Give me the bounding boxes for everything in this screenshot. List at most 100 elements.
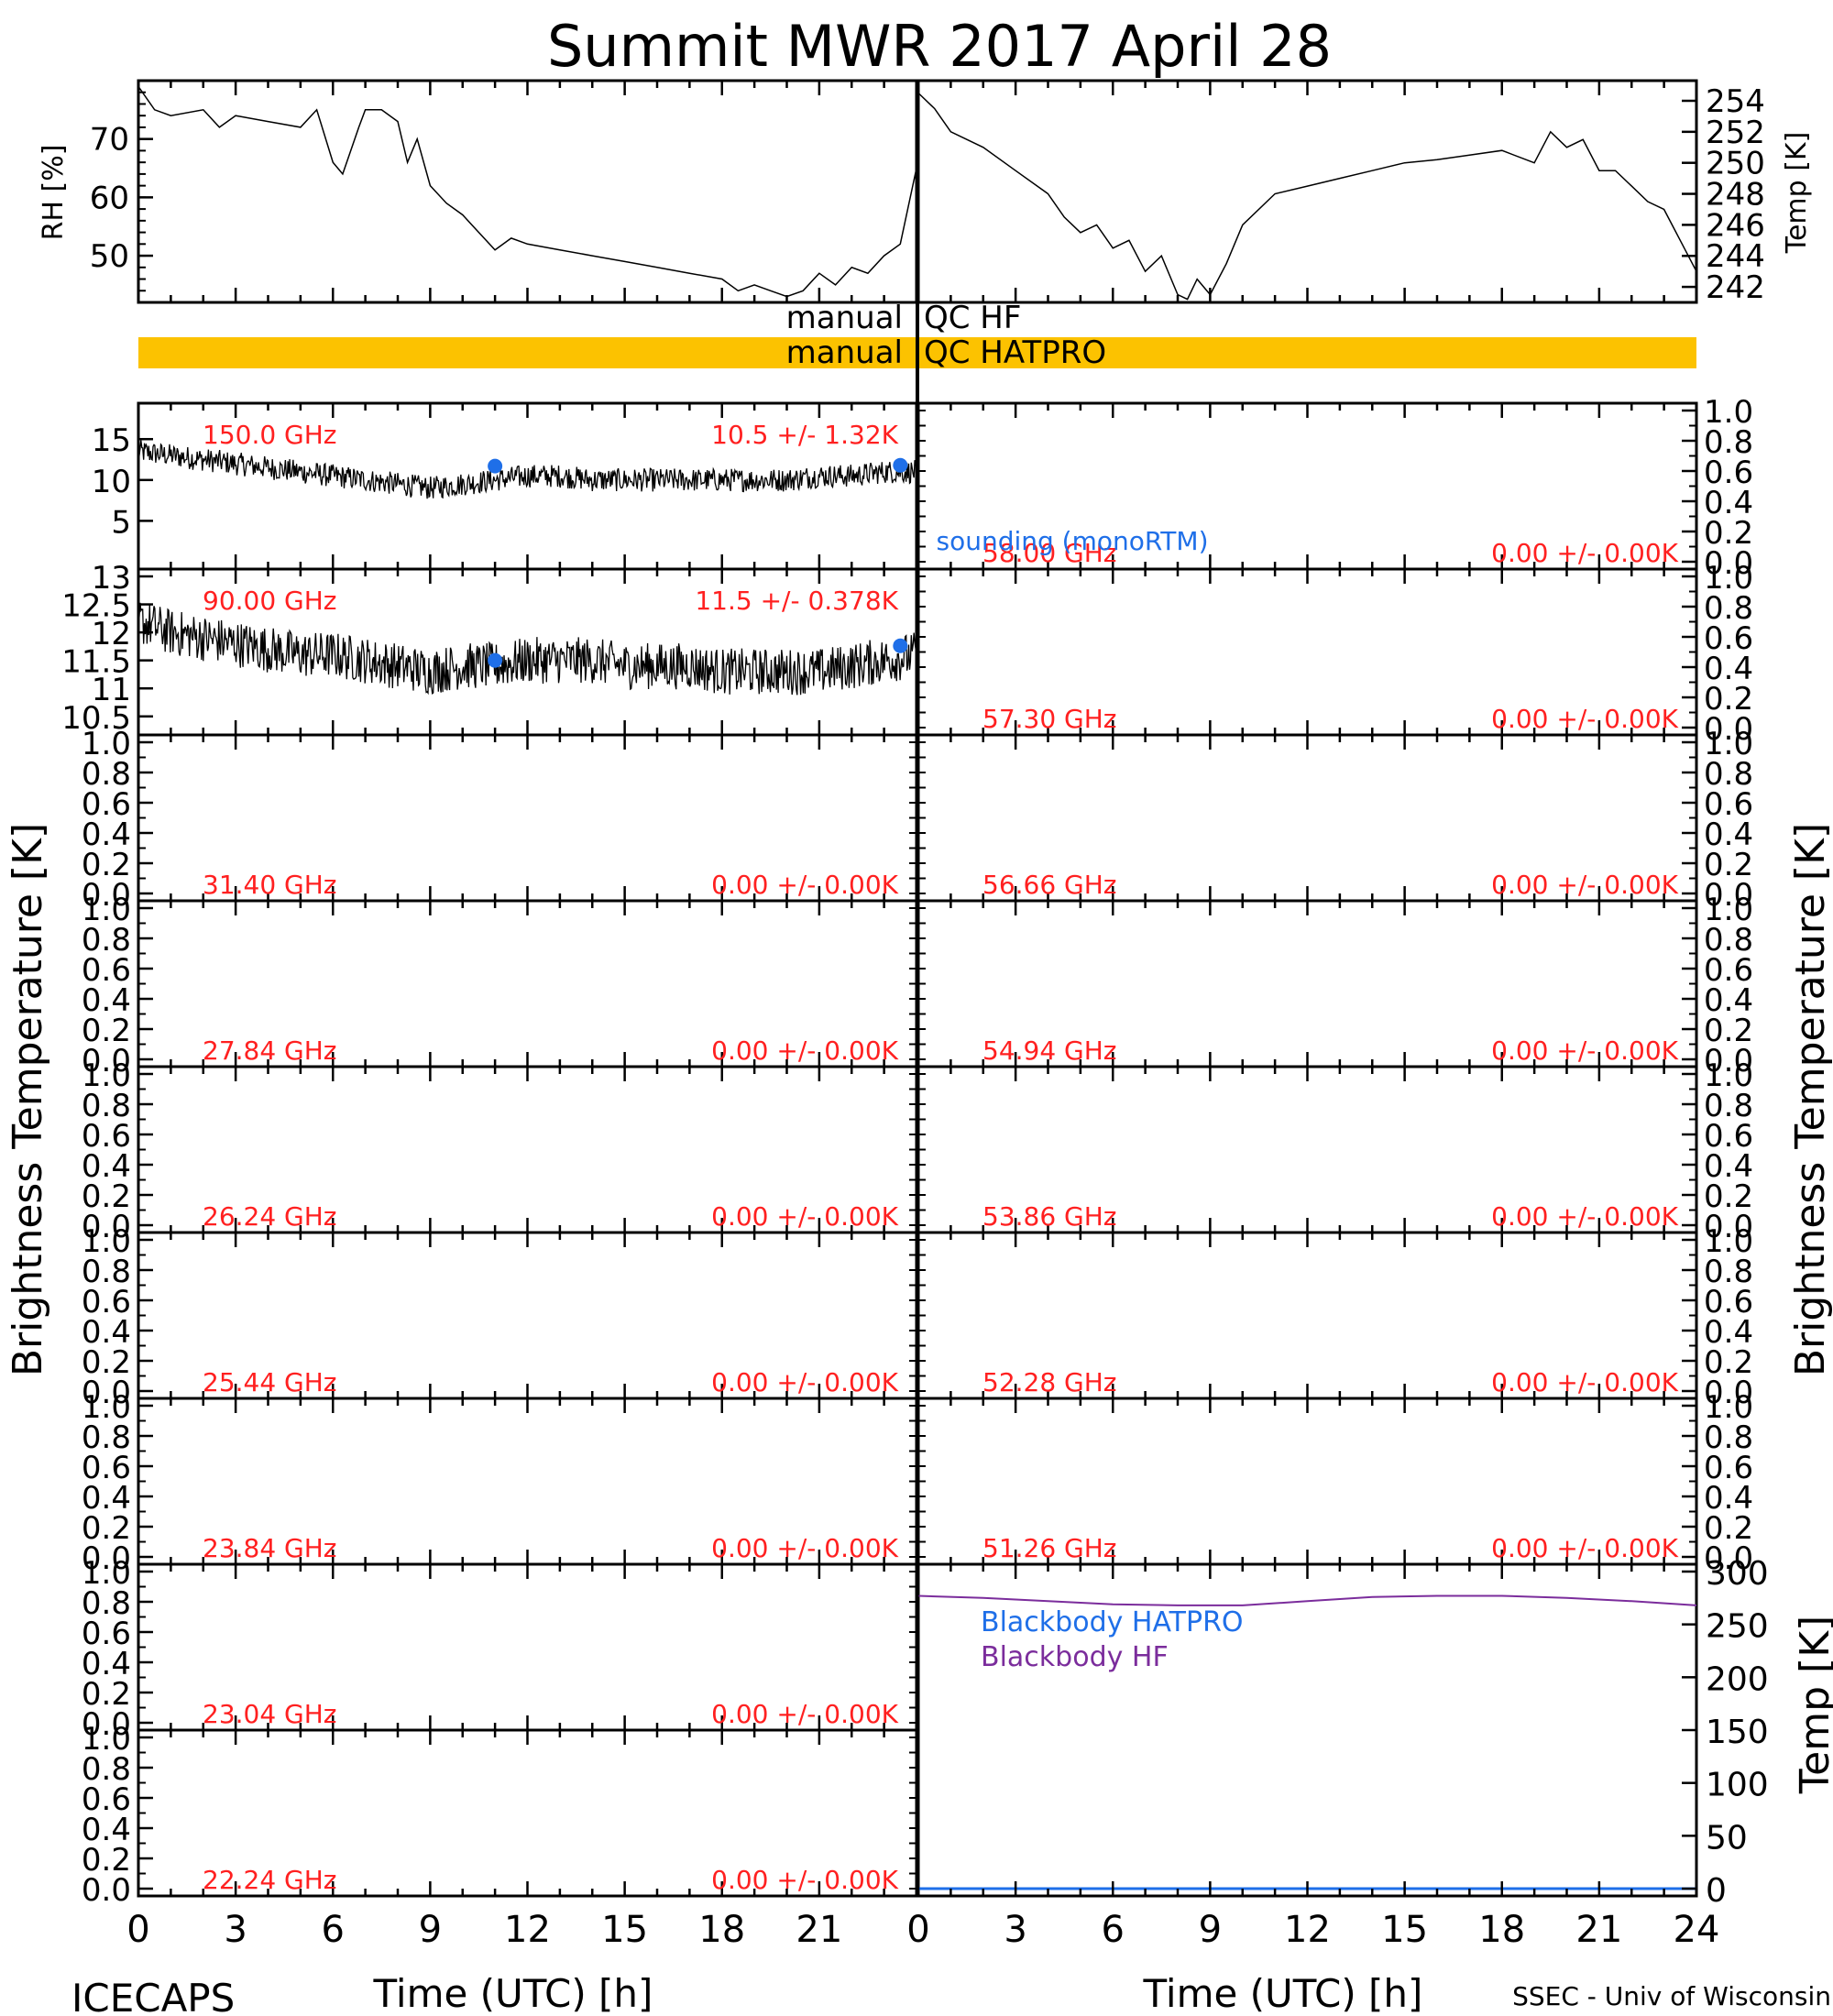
tb-y-tick-label: 0.0 <box>1704 1375 1753 1411</box>
tb-y-tick-label: 0.8 <box>1704 1088 1753 1124</box>
tb-y-tick-label: 0.2 <box>82 1178 131 1215</box>
blackbody-hf-line <box>917 1594 1697 1606</box>
tb-y-tick-label: 1.0 <box>1704 726 1753 762</box>
tb-y-tick-label: 0.4 <box>1704 1148 1753 1185</box>
bb-y-tick-label: 250 <box>1706 1608 1769 1646</box>
temp-y-tick-label: 254 <box>1706 83 1765 120</box>
x-tick-label: 3 <box>1004 1909 1026 1951</box>
legend-blackbody-hf: Blackbody HF <box>981 1641 1169 1673</box>
tb-panel-tb_2224: 0.00.20.40.60.81.0 0 3 6 9 12 15 18 21 22.24 GHz 0… <box>82 1721 918 1951</box>
ylabel-rh: RH [%] <box>38 145 70 241</box>
tb-y-tick-label: 0.4 <box>1704 982 1753 1019</box>
tb-y-tick-label: 1.0 <box>82 892 131 928</box>
ylabel-brightness-left: Brightness Temperature [K] <box>5 823 51 1376</box>
temp-y-tick-label: 242 <box>1706 269 1765 306</box>
x-tick-label: 6 <box>322 1909 345 1951</box>
tb-y-tick-label: 0.8 <box>1704 424 1753 461</box>
stats-label: 0.00 +/- 0.00K <box>1491 1035 1678 1066</box>
tb-y-tick-label: 1.0 <box>1704 394 1753 431</box>
tb-y-tick-label: 1.0 <box>1704 892 1753 928</box>
figure-title: Summit MWR 2017 April 28 <box>547 13 1332 80</box>
tb-y-tick-label: 0.4 <box>1704 485 1753 521</box>
bb-y-tick-label: 50 <box>1706 1819 1748 1857</box>
channel-label: 51.26 GHz <box>982 1533 1117 1563</box>
x-tick-label: 18 <box>1478 1909 1525 1951</box>
tb-y-tick-label: 0.0 <box>1704 545 1753 582</box>
tb-y-tick-label: 0.2 <box>82 847 131 883</box>
stats-label: 0.00 +/- 0.00K <box>1491 704 1678 734</box>
bb-y-tick-label: 200 <box>1706 1660 1769 1698</box>
tb-y-tick-label: 0.2 <box>1704 1510 1753 1547</box>
x-tick-label: 15 <box>1381 1909 1428 1951</box>
sounding-marker <box>488 458 503 474</box>
stats-label: 0.00 +/- 0.00K <box>711 1367 898 1397</box>
tb-y-tick-label: 0.8 <box>1704 590 1753 627</box>
sounding-legend: sounding (monoRTM) <box>937 526 1209 556</box>
bb-y-tick-label: 300 <box>1706 1555 1769 1593</box>
tb-y-tick-label: 0.8 <box>82 1585 131 1622</box>
bb-y-tick-label: 0 <box>1706 1872 1727 1910</box>
tb-y-tick-label: 0.6 <box>82 952 131 989</box>
tb-y-tick-label: 0.2 <box>82 1344 131 1381</box>
tb-y-tick-label: 0.8 <box>1704 1254 1753 1290</box>
tb-series-line <box>137 599 917 696</box>
stats-label: 0.00 +/- 0.00K <box>711 1201 898 1232</box>
tb-y-tick-label: 1.0 <box>1704 1057 1753 1094</box>
tb-y-tick-label: 15 <box>92 422 131 459</box>
tb-y-tick-label: 0.6 <box>82 1118 131 1155</box>
stats-label: 11.5 +/- 0.378K <box>695 586 898 616</box>
ylabel-bb-temp: Temp [K] <box>1792 1616 1833 1794</box>
tb-panel-tb_2544: 0.00.20.40.60.81.0 25.44 GHz 0.00 +/- 0.00… <box>82 1223 918 1411</box>
x-tick-label: 18 <box>698 1909 745 1951</box>
x-tick-label: 12 <box>1284 1909 1331 1951</box>
tb-y-tick-label: 0.2 <box>82 1510 131 1547</box>
tb-y-tick-label: 0.2 <box>82 1013 131 1049</box>
tb-y-tick-label: 0.6 <box>1704 455 1753 491</box>
tb-y-tick-label: 0.8 <box>82 1419 131 1456</box>
ylabel-temp: Temp [K] <box>1781 132 1813 255</box>
tb-y-tick-label: 0.4 <box>1704 1314 1753 1351</box>
x-tick-label: 3 <box>224 1909 247 1951</box>
tb-y-tick-label: 11.5 <box>61 644 131 681</box>
rh-panel: 50 60 70 <box>90 79 918 304</box>
temp-series-line <box>917 92 1697 301</box>
tb-y-tick-label: 0.4 <box>82 982 131 1019</box>
channel-label: 54.94 GHz <box>982 1035 1117 1066</box>
channel-label: 27.84 GHz <box>203 1035 337 1066</box>
stats-label: 0.00 +/- 0.00K <box>711 1533 898 1563</box>
tb-y-tick-label: 0.6 <box>82 1616 131 1652</box>
sounding-marker <box>893 638 908 653</box>
tb-y-tick-label: 1.0 <box>82 726 131 762</box>
rh-y-tick-label: 60 <box>90 180 129 216</box>
x-tick-label: 0 <box>906 1909 929 1951</box>
tb-y-tick-label: 0.8 <box>82 1751 131 1788</box>
tb-y-tick-label: 0.8 <box>1704 756 1753 793</box>
tb-panel-tb_58: 0.00.20.40.60.81.0 58.00 GHz 0.00 +/- 0.00… <box>916 394 1753 582</box>
tb-y-tick-label: 0.6 <box>1704 1450 1753 1486</box>
tb-y-tick-label: 12.5 <box>61 588 131 625</box>
temp-y-tick-label: 248 <box>1706 177 1765 214</box>
channel-label: 25.44 GHz <box>203 1367 337 1397</box>
temp-y-tick-label: 250 <box>1706 146 1765 182</box>
footer-left: ICECAPS <box>71 1976 235 2016</box>
temp-y-tick-label: 244 <box>1706 238 1765 275</box>
channel-label: 90.00 GHz <box>203 586 337 616</box>
tb-y-tick-label: 0.2 <box>1704 515 1753 552</box>
channel-label: 31.40 GHz <box>203 870 337 900</box>
tb-panel-tb_5666: 0.00.20.40.60.81.0 56.66 GHz 0.00 +/- 0.00… <box>916 726 1753 914</box>
channel-label: 52.28 GHz <box>982 1367 1117 1397</box>
channel-label: 23.84 GHz <box>203 1533 337 1563</box>
tb-y-tick-label: 0.4 <box>82 1646 131 1682</box>
tb-y-tick-label: 0.0 <box>82 1375 131 1411</box>
channel-label: 22.24 GHz <box>203 1865 337 1895</box>
channel-label: 58.00 GHz <box>982 538 1117 568</box>
bb-y-tick-label: 150 <box>1706 1714 1769 1751</box>
tb-y-tick-label: 1.0 <box>1704 1223 1753 1260</box>
stats-label: 0.00 +/- 0.00K <box>711 870 898 900</box>
tb-y-tick-label: 0.4 <box>1704 651 1753 687</box>
tb-y-tick-label: 0.8 <box>82 1088 131 1124</box>
tb-y-tick-label: 1.0 <box>1704 560 1753 597</box>
x-tick-label: 9 <box>1199 1909 1222 1951</box>
